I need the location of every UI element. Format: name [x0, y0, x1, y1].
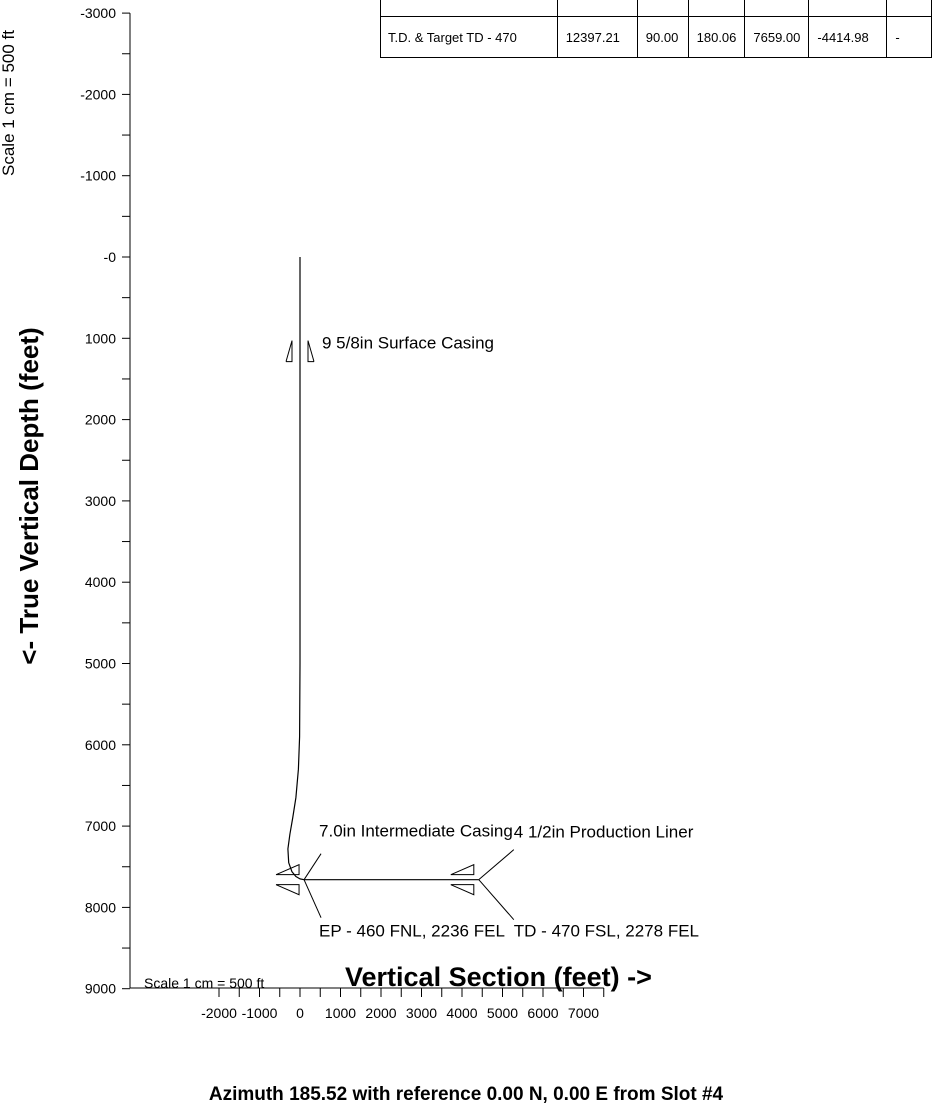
y-tick-label: 2000 — [85, 412, 116, 428]
y-axis-label: <- True Vertical Depth (feet) — [14, 327, 44, 664]
chart-subtitle: Azimuth 185.52 with reference 0.00 N, 0.… — [208, 1084, 724, 1105]
x-tick-label: 7000 — [568, 1005, 599, 1021]
target-table: T.D. & Target TD - 470 12397.21 90.00 18… — [380, 0, 932, 58]
surface-casing-left — [286, 340, 293, 363]
table-cell: T.D. & Target TD - 470 — [380, 16, 558, 58]
y-tick-label: -2000 — [80, 86, 116, 102]
ep-label-leader — [303, 879, 322, 918]
ep-label: EP - 460 FNL, 2236 FEL — [319, 922, 505, 941]
intermediate-casing-label-leader — [303, 853, 322, 880]
well-path-layer — [287, 257, 479, 881]
td-label-leader — [478, 879, 515, 921]
y-tick-label: 9000 — [85, 981, 116, 997]
y-tick-label: -1000 — [80, 168, 116, 184]
intermediate-casing-lower — [275, 884, 300, 896]
table-cell: 90.00 — [636, 16, 689, 58]
x-tick-label: 3000 — [406, 1005, 437, 1021]
production-liner-label-leader — [478, 849, 515, 881]
table-cell: 7659.00 — [744, 16, 810, 58]
ticks: -3000 -2000 -1000 -0 1000 2000 3000 4000 5000 600… — [80, 5, 605, 1021]
casing-markers — [275, 340, 475, 896]
x-tick-label: 2000 — [365, 1005, 396, 1021]
intermediate-casing-label: 7.0in Intermediate Casing — [319, 822, 513, 841]
x-tick-label: 4000 — [446, 1005, 477, 1021]
table-cell: - — [886, 16, 932, 58]
table-cell: 12397.21 — [556, 16, 638, 58]
table-row-cut — [380, 0, 932, 17]
y-tick-label: 1000 — [85, 330, 116, 346]
table-cell: 180.06 — [687, 16, 746, 58]
surface-casing-label: 9 5/8in Surface Casing — [322, 334, 494, 353]
x-tick-label: 5000 — [487, 1005, 518, 1021]
y-tick-label: -3000 — [80, 5, 116, 21]
production-liner-label: 4 1/2in Production Liner — [514, 823, 694, 842]
well-path-line — [287, 257, 479, 881]
y-tick-label: 3000 — [85, 493, 116, 509]
y-tick-label: 7000 — [85, 818, 116, 834]
x-tick-label: -1000 — [242, 1005, 278, 1021]
surface-casing-right — [307, 340, 314, 363]
y-tick-label: 5000 — [85, 656, 116, 672]
surface-casing-left-diag — [285, 340, 293, 362]
x-tick-label: -2000 — [201, 1005, 237, 1021]
x-scale-note: Scale 1 cm = 500 ft — [144, 975, 265, 991]
production-liner-lower — [450, 884, 475, 896]
x-tick-label: 6000 — [527, 1005, 558, 1021]
axes — [129, 13, 604, 989]
y-tick-label: 8000 — [85, 899, 116, 915]
td-label: TD - 470 FSL, 2278 FEL — [514, 922, 699, 941]
table-cell: -4414.98 — [808, 16, 888, 58]
annotation-layer: 9 5/8in Surface Casing 7.0in Intermediate… — [303, 334, 699, 941]
production-liner-upper — [450, 863, 475, 876]
intermediate-casing-upper — [275, 863, 300, 876]
table-row: T.D. & Target TD - 470 12397.21 90.00 18… — [380, 16, 932, 58]
x-tick-label: 1000 — [325, 1005, 356, 1021]
y-tick-label: -0 — [104, 249, 117, 265]
y-tick-label: 4000 — [85, 574, 116, 590]
x-axis-label: Vertical Section (feet) -> — [345, 962, 652, 992]
y-scale-note: Scale 1 cm = 500 ft — [0, 30, 18, 176]
surface-casing-right-diag — [307, 340, 315, 362]
y-tick-label: 6000 — [85, 737, 116, 753]
x-tick-label: 0 — [296, 1005, 304, 1021]
